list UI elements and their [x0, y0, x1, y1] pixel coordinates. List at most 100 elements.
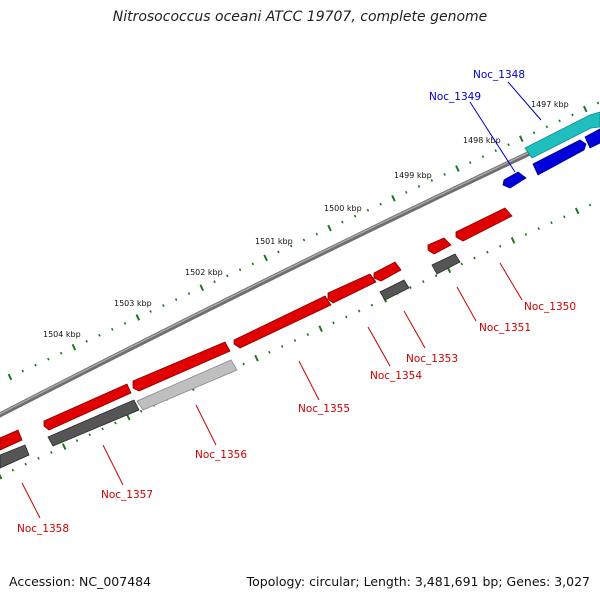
ruler-tick-inner-minor — [486, 250, 489, 254]
gene-feature-gray-4[interactable] — [0, 444, 30, 469]
ruler-tick-inner-minor — [370, 303, 374, 307]
gene-label-noc1353[interactable]: Noc_1353 — [406, 353, 458, 365]
ruler-tick-outer-major — [582, 105, 588, 113]
ruler-tick-outer-minor — [98, 333, 101, 337]
ruler-tick-outer-minor — [47, 357, 50, 361]
gene-feature-noc1354[interactable] — [327, 273, 377, 304]
ruler-label-1497: 1497 kbp — [531, 100, 569, 109]
ruler-tick-outer-minor — [289, 244, 293, 248]
ruler-label-1498: 1498 kbp — [463, 136, 501, 145]
gene-feature-blue-1[interactable] — [532, 139, 587, 176]
ruler-tick-inner-minor — [332, 321, 335, 325]
ruler-tick-outer-minor — [571, 113, 574, 117]
ruler-tick-outer-minor — [481, 155, 485, 159]
ruler-tick-outer-minor — [532, 131, 536, 135]
ruler-tick-inner-minor — [550, 221, 553, 225]
ruler-tick-outer-minor — [430, 179, 434, 182]
ruler-tick-inner-minor — [242, 362, 245, 366]
ruler-tick-inner-major — [0, 473, 3, 480]
gene-feature-blue-small[interactable] — [502, 171, 527, 189]
ruler-tick-inner-minor — [50, 451, 53, 454]
gene-label-noc1356[interactable]: Noc_1356 — [195, 449, 247, 461]
ruler-tick-inner-minor — [460, 262, 463, 266]
ruler-tick-outer-minor — [149, 310, 152, 313]
ruler-tick-inner-minor — [588, 203, 592, 207]
ruler-tick-outer-minor — [85, 339, 88, 343]
ruler-tick-outer-minor — [507, 143, 510, 147]
ruler-labels: 1497 kbp 1498 kbp 1499 kbp 1500 kbp 1501… — [43, 100, 569, 339]
gene-feature-noc1351[interactable] — [427, 237, 452, 255]
ruler-label-1499: 1499 kbp — [394, 171, 432, 180]
ruler-tick-outer-minor — [174, 298, 178, 301]
ruler-tick-outer-minor — [187, 292, 191, 296]
ruler-tick-outer-minor — [379, 202, 382, 206]
gene-label-noc1349[interactable]: Noc_1349 — [429, 91, 481, 103]
ruler-label-1501: 1501 kbp — [255, 237, 293, 246]
ruler-tick-inner-minor — [524, 233, 528, 236]
gene-feature-gray-3[interactable] — [47, 399, 140, 447]
gene-label-noc1350[interactable]: Noc_1350 — [524, 301, 576, 313]
ruler-tick-outer-minor — [494, 149, 497, 153]
ruler-tick-outer-minor — [111, 327, 114, 331]
ruler-tick-outer-major — [135, 314, 141, 321]
ruler-tick-outer-minor — [353, 214, 357, 218]
gene-feature-red-c[interactable] — [0, 429, 23, 451]
ruler-label-1500: 1500 kbp — [324, 204, 362, 213]
ruler-tick-outer-minor — [558, 119, 561, 123]
ruler-tick-inner-major — [574, 207, 580, 215]
ruler-tick-inner-major — [318, 325, 323, 333]
ruler-tick-outer-major — [7, 373, 13, 381]
gene-features — [0, 111, 600, 469]
ruler-tick-outer-minor — [366, 208, 370, 212]
gene-feature-gray-2[interactable] — [379, 279, 410, 301]
gene-feature-blue-2[interactable] — [584, 128, 600, 149]
ruler-tick-inner-minor — [422, 280, 425, 284]
ruler-tick-outer-minor — [302, 238, 306, 242]
ruler-tick-outer-minor — [417, 184, 421, 188]
ruler-tick-outer-minor — [277, 250, 280, 254]
gene-label-noc1358[interactable]: Noc_1358 — [17, 523, 69, 535]
ruler-tick-inner-minor — [139, 409, 143, 413]
ruler-tick-inner-minor — [88, 433, 92, 437]
ruler-tick-inner-minor — [75, 439, 79, 443]
gene-feature-gray-1[interactable] — [431, 253, 461, 275]
gene-feature-noc1353[interactable] — [373, 261, 402, 282]
ruler-tick-outer-major — [391, 194, 396, 202]
ruler-tick-outer-minor — [443, 173, 446, 176]
ruler-tick-outer-minor — [596, 101, 600, 105]
ruler-tick-inner-minor — [306, 333, 310, 337]
ruler-tick-inner-minor — [11, 468, 15, 472]
gene-label-noc1355[interactable]: Noc_1355 — [298, 403, 350, 415]
ruler-tick-inner-minor — [409, 286, 412, 289]
ruler-tick-outer-minor — [468, 161, 472, 164]
gene-feature-noc1350[interactable] — [455, 207, 513, 242]
ruler-tick-inner-major — [254, 354, 259, 362]
gene-feature-cyan[interactable] — [524, 111, 600, 159]
ruler-tick-outer-major — [71, 343, 77, 351]
ruler-tick-outer-minor — [34, 363, 37, 367]
ruler-tick-inner-minor — [268, 350, 271, 354]
gene-feature-noc1355[interactable] — [233, 295, 332, 349]
ruler-label-1502: 1502 kbp — [185, 268, 223, 277]
ruler-tick-outer-minor — [405, 190, 408, 194]
gene-label-noc1351[interactable]: Noc_1351 — [479, 322, 531, 334]
gene-label-noc1348[interactable]: Noc_1348 — [473, 69, 525, 81]
ruler-tick-inner-minor — [563, 215, 566, 219]
gene-label-noc1357[interactable]: Noc_1357 — [101, 489, 153, 501]
ruler-tick-outer-major — [327, 224, 332, 232]
gene-feature-red-a[interactable] — [132, 341, 231, 392]
ruler-tick-inner-major — [61, 443, 67, 450]
ruler-tick-inner-minor — [473, 256, 476, 260]
ruler-tick-inner-minor — [293, 339, 297, 342]
genome-summary-text: Topology: circular; Length: 3,481,691 bp… — [246, 574, 590, 589]
gene-label-noc1354[interactable]: Noc_1354 — [370, 370, 422, 382]
ruler-tick-inner-minor — [537, 227, 540, 230]
ruler-label-1503: 1503 kbp — [114, 299, 152, 308]
ruler-tick-inner-major — [510, 237, 516, 244]
ruler-tick-inner-minor — [345, 315, 348, 319]
gene-feature-red-b[interactable] — [43, 383, 132, 431]
backbone-arc-highlight — [0, 118, 600, 415]
gene-feature-lightgray[interactable] — [136, 359, 238, 411]
ruler-tick-outer-minor — [213, 280, 216, 284]
